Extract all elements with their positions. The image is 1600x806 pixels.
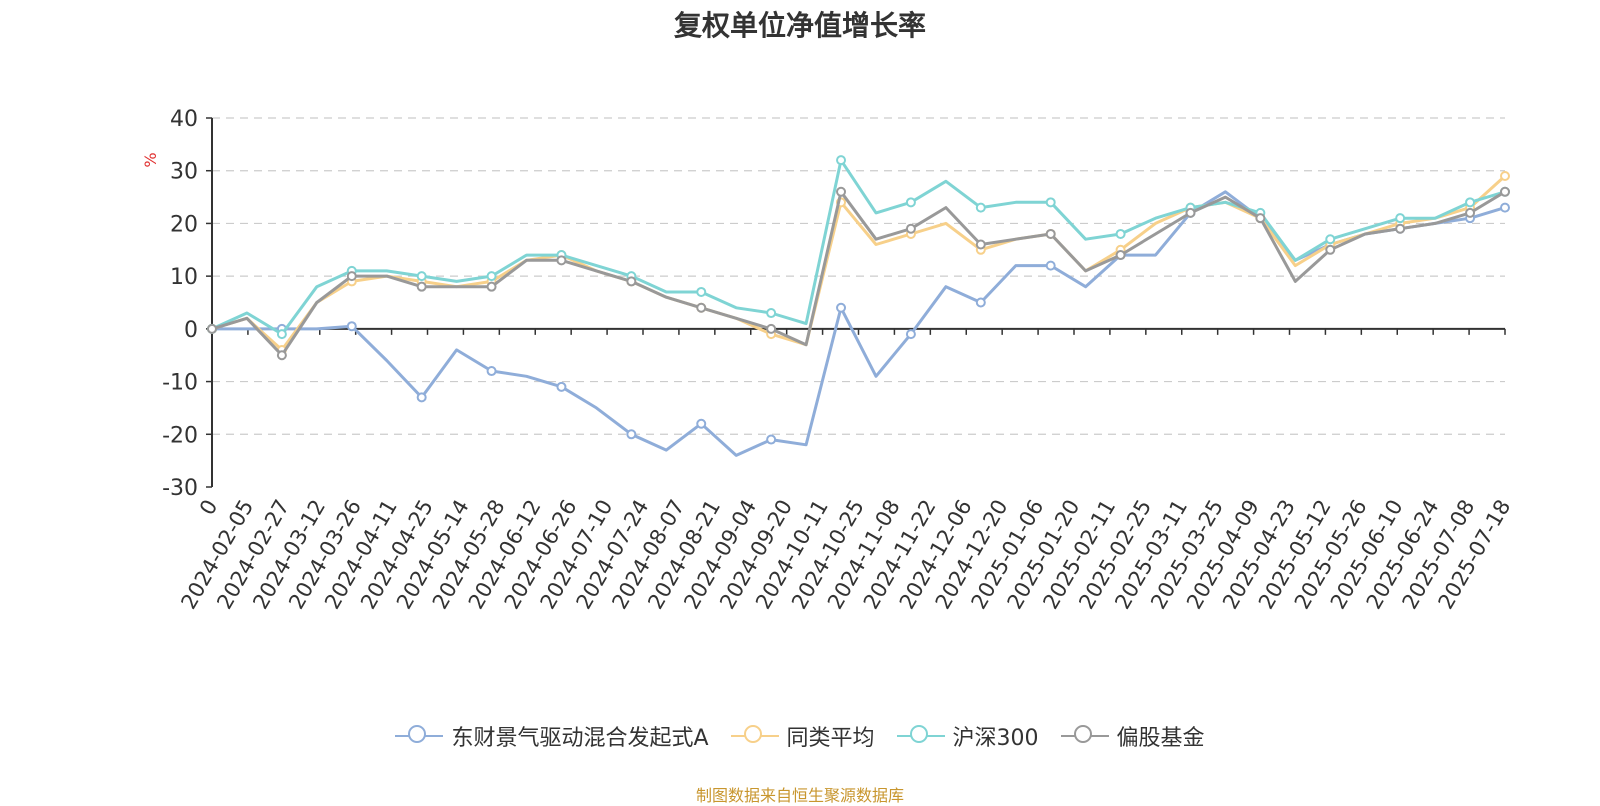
data-point [975,297,986,308]
data-point [1045,260,1056,271]
legend: 东财景气驱动混合发起式A 同类平均 沪深300 偏股基金 [0,720,1600,752]
legend-marker-icon [896,725,945,747]
data-point [1045,197,1056,208]
data-point [1500,186,1510,197]
legend-item[interactable]: 偏股基金 [1060,720,1205,752]
series-line [211,190,1506,357]
legend-item[interactable]: 东财景气驱动混合发起式A [395,720,709,752]
legend-marker-icon [395,725,444,747]
y-tick-label: 20 [170,212,198,237]
data-point [486,281,497,292]
data-point [836,155,847,166]
data-point [346,321,357,332]
source-note: 制图数据来自恒生聚源数据库 [695,786,904,805]
y-tick-label: 30 [170,160,198,185]
data-point [905,223,916,234]
data-point [1500,170,1510,181]
series-line [212,190,1506,457]
data-point [975,239,986,250]
data-point [276,350,287,361]
data-point [836,186,847,197]
data-point [1465,197,1476,208]
legend-label: 偏股基金 [1116,726,1205,751]
data-point [1395,213,1406,224]
data-point [766,434,777,445]
y-tick-label: 10 [170,265,198,290]
data-point [696,286,707,297]
y-tick-label: -30 [162,476,198,501]
y-tick-label: 0 [184,318,198,343]
chart-title: 复权单位净值增长率 [673,9,926,42]
data-point [1395,223,1406,234]
data-point [1500,202,1510,213]
legend-item[interactable]: 同类平均 [730,720,875,752]
data-point [905,329,916,340]
y-tick-label: -10 [162,371,198,396]
legend-marker-icon [1060,725,1109,747]
data-point [416,392,427,403]
data-point [626,276,637,287]
y-tick-label: 40 [170,107,198,132]
data-point [696,418,707,429]
data-point [1115,250,1126,261]
data-point [626,429,637,440]
data-point [1325,234,1336,245]
data-point [1255,213,1266,224]
data-point [1045,228,1056,239]
y-tick-label: -20 [162,423,198,448]
data-point [207,323,217,334]
data-point [556,381,567,392]
data-point [766,323,777,334]
x-tick-label: 0 [195,496,222,520]
data-point [975,202,986,213]
data-point [766,308,777,319]
series-line [211,158,1506,336]
data-point [486,366,497,377]
data-point [276,329,287,340]
data-point [836,302,847,313]
data-point [1185,207,1196,218]
data-point [486,271,497,282]
data-point [346,271,357,282]
data-point [1465,207,1476,218]
axis-layer: -30-20-1001020304002024-02-052024-02-272… [162,107,1515,613]
data-point [905,197,916,208]
y-axis-label: % [141,152,160,167]
data-point [696,302,707,313]
legend-label: 同类平均 [786,726,875,751]
data-point [556,255,567,266]
legend-item[interactable]: 沪深300 [896,720,1039,752]
data-point [1115,228,1126,239]
legend-label: 东财景气驱动混合发起式A [451,726,709,751]
series-layer [207,155,1510,457]
data-point [1325,244,1336,255]
grid-layer [212,117,1505,435]
legend-marker-icon [730,725,779,747]
series-line [211,174,1507,352]
data-point [416,271,427,282]
legend-label: 沪深300 [952,726,1039,751]
data-point [416,281,427,292]
